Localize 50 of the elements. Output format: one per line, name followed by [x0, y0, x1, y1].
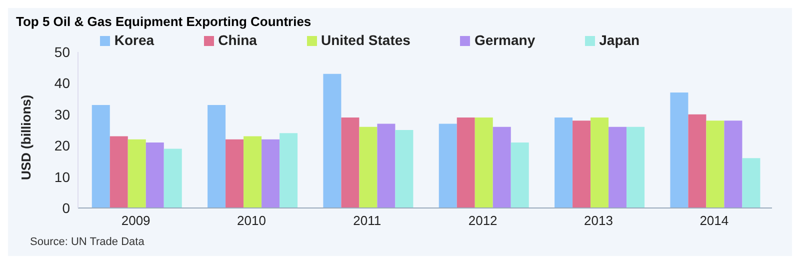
- bar: [572, 120, 591, 208]
- bar: [456, 118, 475, 208]
- source-note: Source: UN Trade Data: [29, 236, 146, 248]
- x-tick-label: 2010: [237, 213, 266, 228]
- legend-label: Germany: [474, 32, 536, 48]
- y-tick-label: 10: [54, 168, 70, 185]
- legend-label: Korea: [114, 32, 154, 48]
- bar: [438, 124, 457, 208]
- chart-title: Top 5 Oil & Gas Equipment Exporting Countries: [15, 13, 312, 31]
- y-tick-label: 0: [62, 200, 70, 216]
- legend-label: Japan: [599, 32, 640, 48]
- bar: [395, 130, 414, 208]
- bar: [688, 114, 706, 208]
- bar: [706, 120, 724, 208]
- bar: [164, 148, 182, 208]
- bar: [626, 126, 645, 208]
- y-axis-title: USD (billions): [18, 94, 34, 180]
- bar: [146, 142, 164, 208]
- bar: [262, 139, 280, 208]
- legend-label: United States: [320, 32, 410, 48]
- y-tick-label: 20: [54, 138, 70, 154]
- bar: [128, 139, 146, 208]
- legend-label: China: [218, 32, 257, 48]
- x-tick-label: 2013: [584, 213, 613, 228]
- bar: [590, 118, 609, 208]
- bar: [359, 126, 378, 208]
- x-tick-label: 2012: [468, 213, 498, 228]
- x-tick-label: 2014: [700, 213, 729, 228]
- bar: [208, 105, 226, 208]
- bar: [608, 126, 627, 208]
- bar: [510, 142, 529, 208]
- bar: [244, 136, 262, 208]
- bar: [492, 126, 511, 208]
- bar: [226, 139, 244, 208]
- x-tick-label: 2009: [121, 213, 150, 228]
- x-tick-label: 2011: [353, 213, 382, 228]
- bar: [670, 92, 688, 208]
- y-tick-label: 40: [54, 75, 70, 92]
- bar: [377, 124, 396, 208]
- bar: [474, 118, 493, 208]
- bar: [280, 133, 298, 208]
- bar: [92, 105, 110, 208]
- y-tick-label: 30: [54, 106, 70, 122]
- bar: [724, 120, 742, 208]
- bar: [323, 74, 342, 208]
- bar: [742, 158, 760, 208]
- bar: [554, 118, 573, 208]
- y-tick-label: 50: [54, 44, 70, 60]
- bar: [110, 136, 128, 208]
- bar: [341, 118, 360, 208]
